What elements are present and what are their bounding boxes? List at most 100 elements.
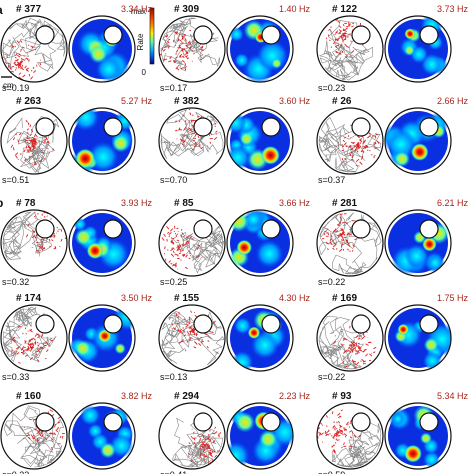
trajectory-plot: [0, 304, 68, 372]
trajectory-path: [160, 17, 221, 72]
arena-outline: [316, 209, 384, 277]
cell-id: # 281: [332, 198, 357, 209]
rate-map: [226, 209, 294, 277]
object-marker: [351, 314, 371, 334]
peak-rate: 3.66 Hz: [279, 198, 311, 208]
cell-panel: # 382 3.60 Hz s=0.70: [158, 96, 311, 185]
object-marker: [103, 117, 123, 137]
trajectory-plot: [0, 15, 68, 83]
spike-marks: [159, 29, 205, 71]
sparsity-score: s=0.59: [318, 470, 345, 474]
rate-blob: [423, 337, 439, 353]
cell-panel: # 93 5.34 Hz s=0.59: [316, 391, 469, 474]
rate-peak: [236, 239, 252, 256]
rate-map: [226, 304, 294, 372]
trajectory-path: [331, 422, 382, 468]
rate-map: [226, 402, 294, 470]
peak-rate: 2.66 Hz: [437, 96, 469, 106]
arena-outline: [226, 15, 294, 83]
peak-rate: 1.40 Hz: [279, 4, 311, 14]
cell-id: # 26: [332, 96, 352, 107]
cell-panel: # 174 3.50 Hz s=0.33: [0, 293, 153, 382]
object-marker: [35, 412, 55, 432]
cell-panel: # 169 1.75 Hz s=0.22: [316, 293, 469, 382]
peak-rate: 4.30 Hz: [279, 293, 311, 303]
colorbar-max-label: max: [131, 7, 146, 16]
rate-peak: [75, 148, 96, 169]
arena-outline: [0, 15, 68, 83]
peak-rate: 3.82 Hz: [121, 391, 153, 401]
peak-rate: 3.34 Hz: [121, 4, 153, 14]
rate-peak: [261, 145, 280, 165]
cell-id: # 122: [332, 4, 357, 15]
arena-outline: [384, 15, 452, 83]
rate-blob: [420, 53, 443, 76]
rate-peak: [247, 326, 261, 339]
colorbar: max 0 Rate: [131, 7, 155, 77]
trajectory-plot: [0, 107, 68, 175]
arena-outline: [158, 209, 226, 277]
trajectory-path: [172, 417, 224, 468]
sparsity-score: s=0.70: [160, 175, 187, 185]
object-marker: [35, 25, 55, 45]
object-marker: [193, 117, 213, 137]
arena-outline: [0, 304, 68, 372]
arena-outline: [68, 107, 136, 175]
cell-panel: # 26 2.66 Hz s=0.37: [316, 96, 469, 185]
rate-peak: [86, 242, 104, 260]
rate-blob: [385, 129, 417, 160]
arena-outline: [158, 107, 226, 175]
trajectory-plot: [158, 15, 226, 83]
sparsity-score: s=0.32: [2, 277, 29, 287]
trajectory-path: [318, 19, 374, 81]
rate-blob: [391, 412, 405, 426]
object-marker: [419, 314, 439, 334]
arena-outline: [0, 402, 68, 470]
rate-blob: [74, 339, 92, 357]
object-marker: [419, 117, 439, 137]
object-marker: [419, 25, 439, 45]
rate-blob: [95, 56, 123, 82]
cell-id: # 169: [332, 293, 357, 304]
cell-id: # 309: [174, 4, 199, 15]
rate-blob: [271, 58, 282, 69]
sparsity-score: s=0.51: [2, 175, 29, 185]
cell-panel: # 78 3.93 Hz s=0.32: [0, 198, 153, 287]
arena-outline: [316, 402, 384, 470]
peak-rate: 5.27 Hz: [121, 96, 153, 106]
rate-peak: [404, 444, 422, 463]
rate-map: [384, 209, 452, 277]
object-marker: [351, 25, 371, 45]
sparsity-score: s=0.22: [318, 277, 345, 287]
panel-label-a: a: [0, 3, 3, 17]
sparsity-score: s=0.41: [160, 470, 187, 474]
arena-outline: [68, 304, 136, 372]
cell-id: # 294: [174, 391, 199, 402]
rate-map: [384, 304, 452, 372]
trajectory-plot: [158, 209, 226, 277]
rate-map: [68, 15, 136, 83]
rate-blob: [79, 405, 101, 426]
trajectory-path: [3, 405, 65, 468]
trajectory-plot: [316, 402, 384, 470]
arena-outline: [68, 209, 136, 277]
cell-id: # 377: [16, 4, 41, 15]
rate-map: [68, 107, 136, 175]
scale-bar: cm: [1, 76, 14, 90]
object-marker: [193, 314, 213, 334]
rate-blob: [394, 151, 410, 167]
spike-marks: [320, 213, 363, 252]
cell-id: # 85: [174, 198, 194, 209]
rate-blob: [74, 228, 93, 246]
object-marker: [103, 25, 123, 45]
rate-map: [68, 304, 136, 372]
arena-outline: [158, 304, 226, 372]
object-marker: [35, 314, 55, 334]
object-marker: [261, 117, 281, 137]
rate-peak: [98, 329, 112, 343]
sparsity-score: s=0.25: [160, 277, 187, 287]
object-marker: [351, 117, 371, 137]
sparsity-score: s=0.19: [2, 83, 29, 93]
object-marker: [351, 412, 371, 432]
